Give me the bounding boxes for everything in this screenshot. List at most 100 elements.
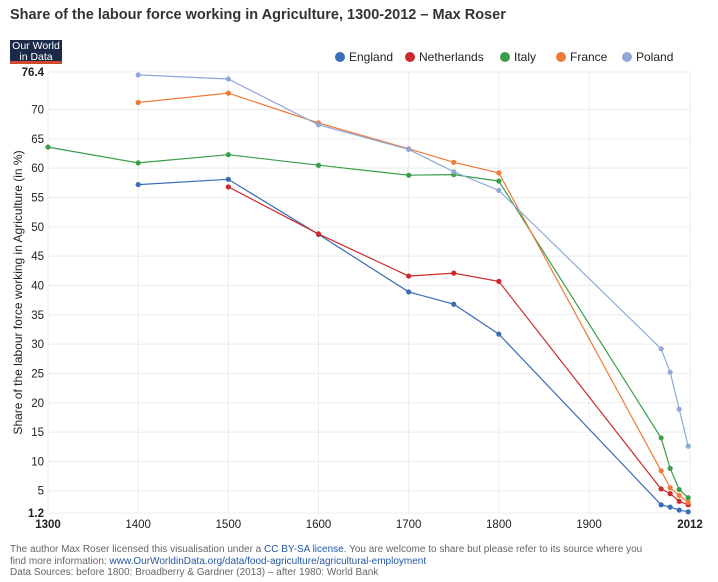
- series-line-france: [138, 92, 689, 503]
- footer-data-sources: Data Sources: before 1800: Broadberry & …: [10, 567, 379, 578]
- data-point-england[interactable]: [451, 301, 457, 307]
- data-point-netherlands[interactable]: [676, 498, 682, 504]
- y-tick-label: 1.2: [28, 508, 44, 520]
- data-point-italy[interactable]: [496, 178, 502, 184]
- data-point-italy[interactable]: [406, 172, 412, 178]
- data-point-france[interactable]: [225, 90, 231, 96]
- data-point-italy[interactable]: [45, 144, 51, 150]
- footer: The author Max Roser licensed this visua…: [10, 544, 710, 579]
- y-tick-label: 10: [31, 456, 44, 468]
- legend: England Netherlands Italy France Poland: [0, 50, 718, 66]
- series-line-england: [138, 178, 689, 513]
- data-point-france[interactable]: [685, 499, 691, 506]
- data-point-france[interactable]: [135, 99, 141, 106]
- data-point-italy[interactable]: [667, 465, 673, 472]
- data-point-poland[interactable]: [667, 369, 673, 375]
- legend-item-poland[interactable]: Poland: [622, 50, 673, 64]
- y-tick-label: 20: [31, 398, 44, 410]
- data-point-netherlands[interactable]: [315, 231, 322, 237]
- data-point-england[interactable]: [406, 289, 412, 295]
- x-tick-label: 1400: [125, 519, 151, 531]
- y-tick-label: 35: [31, 310, 44, 322]
- data-point-england[interactable]: [685, 509, 691, 515]
- y-tick-label: 60: [31, 163, 44, 175]
- y-tick-label: 15: [31, 427, 44, 439]
- license-link[interactable]: CC BY-SA license: [264, 544, 344, 555]
- data-point-england[interactable]: [667, 504, 673, 510]
- data-point-france[interactable]: [496, 170, 502, 176]
- data-point-france[interactable]: [451, 159, 457, 165]
- y-axis-label: Share of the labour force working in Agr…: [11, 150, 25, 434]
- data-point-poland[interactable]: [496, 187, 502, 194]
- data-point-england[interactable]: [496, 331, 502, 337]
- legend-item-france[interactable]: France: [556, 50, 607, 64]
- data-point-netherlands[interactable]: [496, 278, 502, 284]
- series-line-netherlands: [228, 186, 689, 506]
- data-point-poland[interactable]: [676, 406, 682, 412]
- chart-title: Share of the labour force working in Agr…: [10, 7, 506, 23]
- y-tick-label: 50: [31, 222, 44, 234]
- footer-text: . You are welcome to share but please re…: [343, 544, 643, 555]
- data-point-netherlands[interactable]: [406, 273, 412, 279]
- legend-swatch: [335, 52, 345, 62]
- data-point-france[interactable]: [676, 492, 682, 499]
- data-point-poland[interactable]: [135, 72, 141, 78]
- owid-logo[interactable]: Our World in Data: [10, 40, 62, 64]
- y-tick-label: 45: [31, 251, 44, 263]
- x-tick-label: 1500: [216, 519, 242, 531]
- data-point-italy[interactable]: [685, 495, 691, 501]
- y-tick-label: 76.4: [22, 67, 45, 79]
- data-point-netherlands[interactable]: [667, 491, 673, 497]
- data-point-england[interactable]: [225, 176, 231, 182]
- data-point-italy[interactable]: [658, 435, 664, 441]
- data-point-netherlands[interactable]: [658, 486, 664, 492]
- logo-bar: [10, 61, 62, 64]
- y-tick-label: 30: [31, 339, 44, 351]
- y-tick-label: 65: [31, 134, 44, 146]
- data-point-england[interactable]: [658, 502, 664, 508]
- data-point-poland[interactable]: [658, 346, 664, 352]
- legend-label: Italy: [514, 50, 537, 64]
- legend-label: England: [349, 50, 394, 64]
- data-point-italy[interactable]: [225, 152, 231, 158]
- legend-swatch: [556, 52, 566, 62]
- data-point-netherlands[interactable]: [451, 270, 457, 276]
- legend-item-england[interactable]: England: [335, 50, 393, 64]
- data-point-poland[interactable]: [315, 122, 322, 128]
- footer-source-line: find more information: www.OurWorldinDat…: [10, 556, 710, 568]
- legend-item-netherlands[interactable]: Netherlands: [405, 50, 484, 64]
- legend-swatch: [500, 52, 510, 62]
- source-url-link[interactable]: www.OurWorldinData.org/data/food-agricul…: [109, 555, 427, 567]
- x-tick-label: 1300: [35, 519, 61, 531]
- data-point-england[interactable]: [135, 181, 141, 188]
- y-tick-label: 70: [31, 105, 44, 117]
- data-point-france[interactable]: [667, 485, 673, 491]
- series-line-italy: [47, 146, 689, 499]
- legend-swatch: [622, 52, 632, 62]
- footer-license-line: The author Max Roser licensed this visua…: [10, 544, 710, 556]
- x-tick-label: 1700: [396, 519, 422, 531]
- legend-label: France: [570, 50, 608, 64]
- data-point-france[interactable]: [658, 468, 664, 474]
- data-point-italy[interactable]: [676, 486, 682, 493]
- line-chart: 1.2 5 10 15 20 25 30 35 40 45 50 55 60 65 70 76.4 1300 14…: [11, 67, 703, 531]
- data-point-poland[interactable]: [685, 443, 691, 449]
- legend-swatch: [405, 52, 415, 62]
- y-tick-label: 55: [31, 192, 44, 204]
- data-point-poland[interactable]: [406, 146, 412, 153]
- logo-line2: in Data: [19, 50, 53, 63]
- data-point-england[interactable]: [676, 507, 682, 513]
- y-tick-label: 5: [38, 486, 44, 498]
- x-tick-label: 1600: [306, 519, 332, 531]
- logo-line1: Our World: [12, 40, 60, 52]
- y-tick-label: 25: [31, 368, 44, 380]
- x-tick-label: 2012: [677, 519, 703, 531]
- data-point-poland[interactable]: [451, 169, 457, 175]
- legend-item-italy[interactable]: Italy: [500, 50, 536, 64]
- legend-label: Netherlands: [419, 50, 484, 64]
- data-point-italy[interactable]: [135, 160, 141, 166]
- data-point-poland[interactable]: [225, 76, 231, 82]
- data-point-netherlands[interactable]: [225, 184, 231, 190]
- data-point-italy[interactable]: [315, 162, 322, 168]
- x-tick-label: 1900: [576, 519, 602, 531]
